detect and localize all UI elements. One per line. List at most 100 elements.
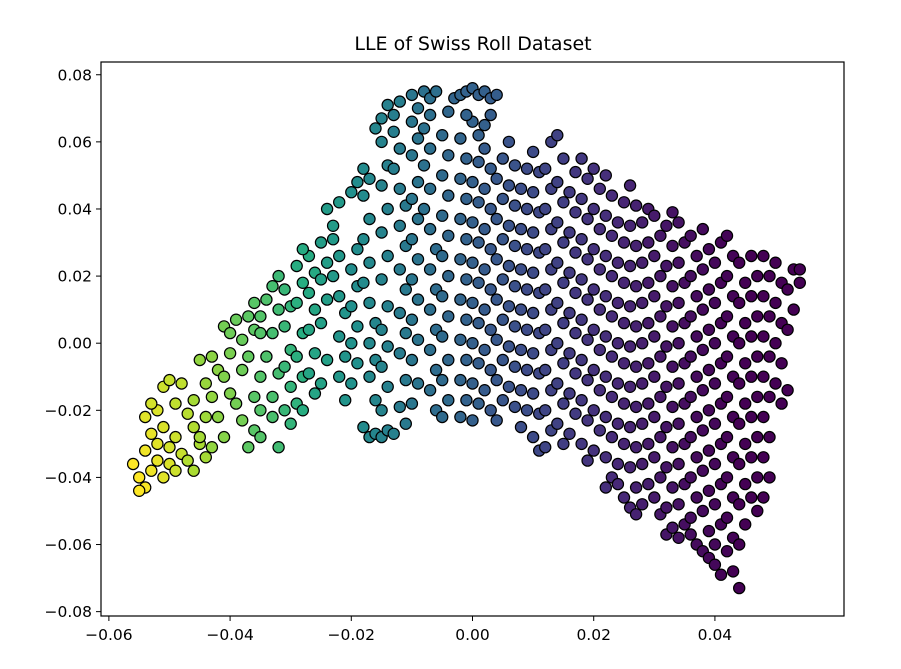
data-point [272, 441, 285, 454]
data-point [757, 290, 770, 303]
data-point [781, 283, 794, 296]
data-point [345, 337, 358, 350]
data-point [751, 390, 764, 404]
data-point [563, 306, 576, 320]
data-point [526, 266, 540, 279]
data-point [617, 357, 631, 370]
data-point [593, 424, 607, 437]
data-point [593, 182, 607, 195]
data-point [696, 303, 710, 316]
data-point [672, 457, 685, 471]
data-point [278, 404, 291, 417]
data-point [514, 343, 528, 357]
data-point [333, 290, 346, 303]
data-point [235, 333, 249, 346]
data-point [702, 283, 716, 296]
data-point [617, 437, 631, 451]
data-point [278, 320, 291, 333]
data-point [357, 189, 370, 202]
data-point [569, 326, 582, 340]
data-point [363, 212, 376, 226]
data-point [333, 249, 346, 263]
data-point [636, 457, 649, 471]
data-point [751, 471, 764, 484]
data-point [720, 269, 734, 283]
data-point [375, 179, 388, 192]
data-point [623, 219, 637, 232]
data-point [690, 491, 703, 504]
data-point [672, 296, 685, 310]
data-point [720, 229, 734, 242]
data-point [654, 430, 667, 444]
data-point [769, 377, 782, 390]
data-point [436, 410, 449, 424]
data-point [623, 259, 637, 273]
data-point [363, 337, 376, 350]
data-point [308, 303, 322, 316]
data-point [278, 283, 291, 296]
data-point [260, 293, 273, 306]
data-point [399, 283, 412, 296]
data-point [454, 373, 467, 387]
data-point [472, 316, 485, 330]
data-point [739, 518, 752, 531]
data-point [660, 501, 673, 514]
data-point [308, 347, 322, 360]
data-point [581, 454, 594, 467]
data-point [375, 404, 388, 417]
data-point [502, 179, 516, 192]
data-point [551, 175, 564, 189]
data-point [733, 538, 746, 551]
data-point [478, 222, 491, 236]
data-point [654, 310, 667, 323]
data-point [751, 310, 764, 323]
data-point [375, 135, 388, 149]
data-point [611, 417, 625, 430]
data-point [587, 404, 600, 417]
data-point [423, 343, 437, 357]
data-point [326, 219, 340, 232]
data-point [745, 290, 758, 303]
data-point [751, 504, 764, 518]
data-point [569, 286, 582, 300]
data-point [769, 296, 782, 310]
data-point [502, 219, 516, 232]
data-point [611, 216, 625, 229]
data-point [581, 293, 594, 306]
data-point [387, 108, 400, 122]
data-point [490, 293, 503, 306]
data-point [599, 370, 613, 383]
data-point [636, 296, 649, 310]
data-point [320, 293, 334, 306]
data-point [726, 565, 740, 578]
y-tick-label: −0.08 [45, 603, 93, 621]
data-point [284, 417, 297, 430]
data-point [423, 384, 437, 397]
data-point [520, 242, 534, 256]
data-point [314, 377, 328, 390]
data-point [442, 149, 455, 162]
data-point [642, 477, 655, 491]
data-point [454, 132, 467, 145]
data-point [472, 276, 485, 289]
data-point [708, 558, 722, 571]
data-point [539, 242, 552, 256]
data-point [666, 206, 679, 219]
data-point [248, 296, 261, 310]
data-point [708, 337, 722, 350]
x-tick-label: −0.06 [85, 626, 133, 644]
data-point [436, 169, 449, 182]
data-point [666, 360, 679, 373]
data-point [163, 373, 176, 387]
data-point [642, 397, 655, 410]
data-point [314, 316, 328, 330]
data-point [684, 350, 697, 363]
data-point [599, 330, 613, 343]
data-point [520, 363, 534, 377]
data-point [484, 202, 497, 216]
data-point [539, 162, 552, 175]
data-point [623, 380, 637, 393]
data-point [769, 337, 782, 350]
data-point [557, 357, 570, 370]
data-point [587, 162, 600, 175]
